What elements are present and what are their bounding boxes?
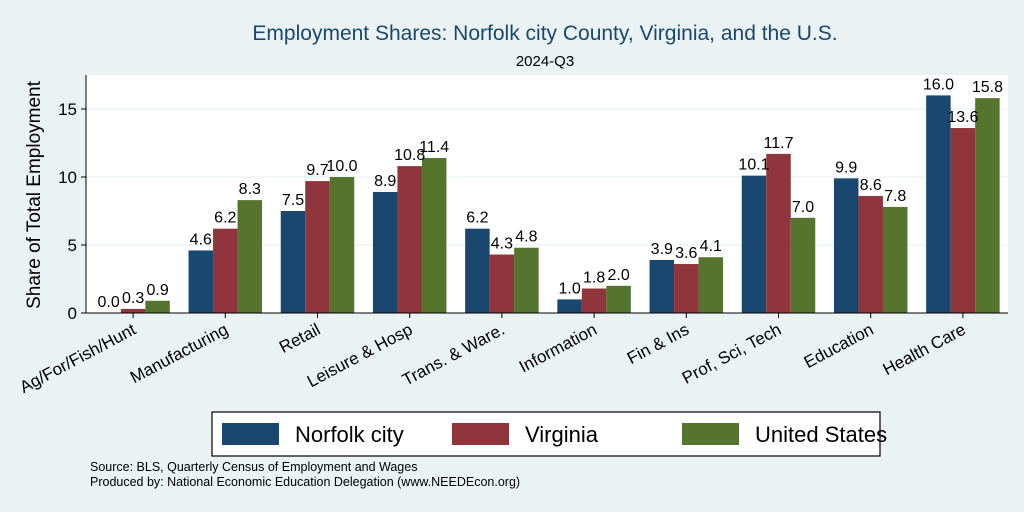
x-tick-label: Leisure & Hosp xyxy=(304,320,416,391)
bar xyxy=(741,175,767,313)
data-label: 0.9 xyxy=(146,282,168,299)
x-tick-label: Information xyxy=(516,320,600,377)
legend-key xyxy=(452,423,509,445)
data-label: 1.0 xyxy=(558,280,580,297)
bar xyxy=(581,288,607,313)
bar xyxy=(188,250,214,313)
data-label: 7.8 xyxy=(884,188,906,205)
bar xyxy=(557,299,582,313)
data-label: 16.0 xyxy=(923,76,954,93)
x-tick-label: Fin & Ins xyxy=(624,320,692,368)
legend-box xyxy=(211,411,881,457)
data-label: 15.8 xyxy=(972,79,1003,96)
data-label: 8.9 xyxy=(374,173,396,190)
bar xyxy=(213,228,238,313)
legend: Norfolk city Virginia United States xyxy=(211,411,887,457)
data-label: 6.2 xyxy=(466,210,488,227)
legend-label: United States xyxy=(755,422,887,447)
bar xyxy=(926,95,951,314)
y-tick-label: 0 xyxy=(68,304,77,323)
bar xyxy=(766,153,791,313)
data-label: 11.4 xyxy=(419,139,449,156)
bar xyxy=(280,211,306,313)
data-label: 3.6 xyxy=(675,245,697,262)
bar xyxy=(975,98,1000,314)
x-tick-label: Ag/For/Fish/Hunt xyxy=(17,320,140,397)
bar xyxy=(858,196,883,313)
data-label: 13.6 xyxy=(947,109,978,126)
bar xyxy=(833,178,859,313)
data-label: 2.0 xyxy=(607,267,629,284)
bar xyxy=(698,257,724,313)
x-tick-label: Health Care xyxy=(880,320,969,379)
bar xyxy=(465,228,490,313)
y-tick-label: 5 xyxy=(68,236,77,255)
legend-label: Virginia xyxy=(525,422,599,447)
bar xyxy=(674,264,699,313)
legend-label: Norfolk city xyxy=(295,422,404,447)
data-label: 10.1 xyxy=(738,157,769,174)
data-label: 9.7 xyxy=(306,162,328,179)
data-label: 11.7 xyxy=(764,135,794,152)
bar xyxy=(145,300,170,313)
x-tick-label: Retail xyxy=(276,320,323,357)
bar xyxy=(489,254,515,313)
data-label: 4.3 xyxy=(491,236,513,253)
data-label: 4.8 xyxy=(515,229,537,246)
bar xyxy=(882,206,908,313)
legend-key xyxy=(682,423,739,445)
x-tick-label: Prof, Sci, Tech xyxy=(679,320,784,388)
bar xyxy=(649,259,675,313)
y-tick-label: 15 xyxy=(58,100,77,119)
bar xyxy=(950,128,976,313)
bar xyxy=(372,191,398,313)
bar xyxy=(606,285,631,313)
data-label: 3.9 xyxy=(651,241,673,258)
bar xyxy=(120,308,146,313)
data-label: 9.9 xyxy=(835,159,857,176)
x-tick-label: Trans. & Ware. xyxy=(399,320,508,390)
produced-by-note: Produced by: National Economic Education… xyxy=(90,475,521,489)
data-label: 0.3 xyxy=(122,290,144,307)
y-axis-label: Share of Total Employment xyxy=(24,80,45,308)
data-label: 8.6 xyxy=(860,177,882,194)
bar xyxy=(329,177,355,313)
data-label: 10.8 xyxy=(394,147,425,164)
bar xyxy=(514,247,539,313)
chart-title: Employment Shares: Norfolk city County, … xyxy=(252,22,837,45)
chart-subtitle: 2024-Q3 xyxy=(516,53,574,70)
legend-key xyxy=(222,423,279,445)
data-label: 4.1 xyxy=(700,238,722,255)
x-tick-label: Education xyxy=(801,320,877,372)
data-label: 1.8 xyxy=(583,270,605,287)
bar xyxy=(237,200,263,313)
x-tick-label: Manufacturing xyxy=(127,320,231,387)
source-note: Source: BLS, Quarterly Census of Employm… xyxy=(90,460,418,474)
y-tick-label: 10 xyxy=(58,168,77,187)
data-label: 7.5 xyxy=(282,192,304,209)
data-label: 0.0 xyxy=(97,294,119,311)
data-label: 6.2 xyxy=(214,210,236,227)
bar xyxy=(790,217,816,313)
bar xyxy=(397,166,422,313)
bar xyxy=(421,157,447,313)
data-label: 8.3 xyxy=(239,181,261,198)
bar xyxy=(305,181,330,313)
data-label: 7.0 xyxy=(792,199,814,216)
data-label: 10.0 xyxy=(326,158,357,175)
data-label: 4.6 xyxy=(190,231,212,248)
